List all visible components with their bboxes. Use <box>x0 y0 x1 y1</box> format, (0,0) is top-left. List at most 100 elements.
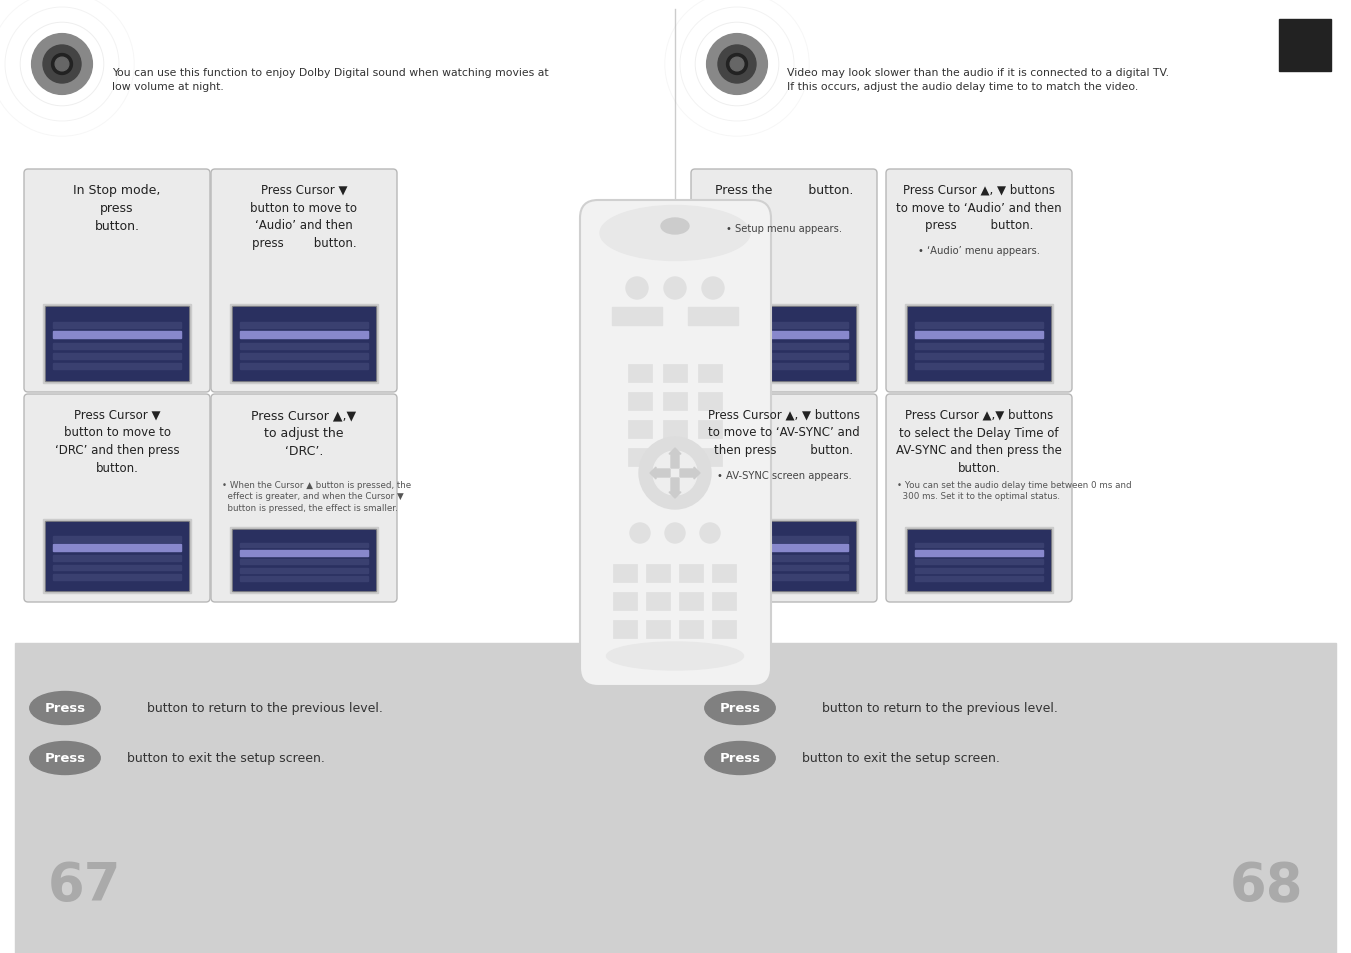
Bar <box>53 575 181 580</box>
Text: Press Cursor ▲,▼ buttons
to select the Delay Time of
AV-SYNC and then press the
: Press Cursor ▲,▼ buttons to select the D… <box>896 409 1062 474</box>
Ellipse shape <box>30 741 100 775</box>
Bar <box>628 420 653 438</box>
FancyBboxPatch shape <box>211 170 397 393</box>
Ellipse shape <box>31 34 92 95</box>
Ellipse shape <box>661 219 689 234</box>
FancyBboxPatch shape <box>211 395 397 602</box>
Bar <box>240 323 367 329</box>
Bar <box>680 564 703 582</box>
Bar <box>915 334 1043 339</box>
Bar <box>613 593 638 610</box>
Bar <box>240 559 367 564</box>
Ellipse shape <box>707 34 767 95</box>
FancyArrow shape <box>669 449 681 469</box>
Bar <box>713 308 855 380</box>
Bar <box>908 308 1050 380</box>
FancyArrow shape <box>680 468 700 479</box>
Ellipse shape <box>43 46 81 84</box>
Bar <box>240 550 367 557</box>
Bar <box>663 449 688 467</box>
Bar <box>720 334 848 339</box>
Text: Press the         button.: Press the button. <box>715 184 854 196</box>
Bar <box>230 527 378 594</box>
Bar <box>915 559 1043 564</box>
Bar <box>712 564 736 582</box>
Bar <box>908 531 1050 590</box>
Bar <box>680 593 703 610</box>
Text: 68: 68 <box>1229 859 1302 911</box>
FancyBboxPatch shape <box>690 170 877 393</box>
Bar <box>232 531 376 590</box>
Bar <box>709 519 858 594</box>
Bar <box>663 420 688 438</box>
Bar <box>720 556 848 561</box>
Bar <box>613 564 638 582</box>
Ellipse shape <box>717 46 757 84</box>
Bar <box>663 365 688 382</box>
Bar <box>915 552 1043 557</box>
Text: Press: Press <box>45 752 85 764</box>
Text: 67: 67 <box>49 859 122 911</box>
Bar <box>720 565 848 571</box>
Text: • AV-SYNC screen appears.: • AV-SYNC screen appears. <box>716 471 851 480</box>
Bar <box>720 343 848 349</box>
Bar <box>915 550 1043 557</box>
Bar <box>240 332 367 339</box>
Text: Press Cursor ▲,▼
to adjust the
‘DRC’.: Press Cursor ▲,▼ to adjust the ‘DRC’. <box>251 409 357 457</box>
Bar <box>646 593 670 610</box>
Bar <box>688 308 738 326</box>
Text: Press Cursor ▼
button to move to
‘Audio’ and then
press        button.: Press Cursor ▼ button to move to ‘Audio’… <box>250 184 358 250</box>
Circle shape <box>703 277 724 299</box>
Bar <box>53 364 181 370</box>
Circle shape <box>626 277 648 299</box>
Bar <box>720 323 848 329</box>
Text: Video may look slower than the audio if it is connected to a digital TV.
If this: Video may look slower than the audio if … <box>788 68 1169 91</box>
Circle shape <box>55 58 69 71</box>
Ellipse shape <box>600 206 750 261</box>
FancyArrow shape <box>669 478 681 498</box>
Bar <box>46 522 188 590</box>
Bar <box>43 305 192 384</box>
Text: Press Cursor ▲, ▼ buttons
to move to ‘Audio’ and then
press         button.: Press Cursor ▲, ▼ buttons to move to ‘Au… <box>896 184 1062 232</box>
Bar <box>646 620 670 639</box>
Bar <box>712 521 857 592</box>
Bar <box>230 305 378 384</box>
Ellipse shape <box>727 54 747 75</box>
FancyBboxPatch shape <box>24 395 209 602</box>
Bar <box>907 530 1051 592</box>
Bar <box>698 420 721 438</box>
Bar <box>720 354 848 359</box>
Bar <box>232 530 376 592</box>
Bar <box>720 364 848 370</box>
Bar <box>915 577 1043 581</box>
Bar <box>240 543 367 548</box>
Bar <box>232 308 376 380</box>
Text: button to exit the setup screen.: button to exit the setup screen. <box>790 752 1000 764</box>
Ellipse shape <box>705 741 775 775</box>
Bar <box>628 393 653 411</box>
Text: Press: Press <box>45 701 85 715</box>
Bar <box>907 307 1051 381</box>
Circle shape <box>663 277 686 299</box>
FancyArrow shape <box>650 468 670 479</box>
Bar <box>720 546 848 552</box>
Bar <box>240 577 367 581</box>
Bar <box>720 545 848 552</box>
Text: • Setup menu appears.: • Setup menu appears. <box>725 224 842 233</box>
Bar <box>53 323 181 329</box>
Text: button to exit the setup screen.: button to exit the setup screen. <box>115 752 324 764</box>
FancyBboxPatch shape <box>886 395 1071 602</box>
Bar <box>53 354 181 359</box>
Bar <box>712 620 736 639</box>
Bar <box>45 307 189 381</box>
Text: • When the Cursor ▲ button is pressed, the
  effect is greater, and when the Cur: • When the Cursor ▲ button is pressed, t… <box>222 480 411 513</box>
Bar <box>240 568 367 573</box>
Bar <box>915 323 1043 329</box>
Bar <box>698 393 721 411</box>
Bar <box>53 332 181 339</box>
Bar <box>712 593 736 610</box>
Bar <box>46 308 188 380</box>
Bar <box>43 519 192 594</box>
Bar <box>628 365 653 382</box>
Bar <box>15 643 1336 953</box>
